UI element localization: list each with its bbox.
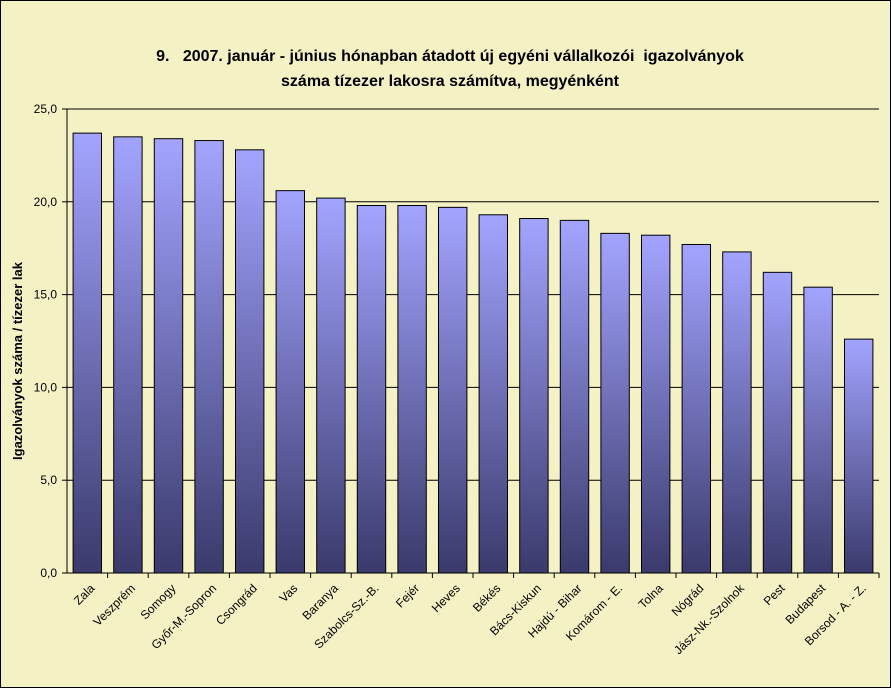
gridlines xyxy=(67,108,879,481)
x-tick-label: Csongrád xyxy=(213,581,260,628)
bar xyxy=(803,286,833,574)
bar xyxy=(519,218,549,574)
x-tick-label: Baranya xyxy=(300,581,342,623)
axes xyxy=(62,108,880,578)
x-tick-label: Fejér xyxy=(393,581,422,610)
y-tick-label: 5,0 xyxy=(40,473,57,487)
x-tick-label: Vas xyxy=(277,581,301,605)
bar xyxy=(275,190,306,574)
bar xyxy=(316,197,346,574)
bar xyxy=(234,149,265,574)
bar xyxy=(722,251,752,574)
x-tick-label: Pest xyxy=(761,581,788,608)
x-tick-label: Békés xyxy=(470,581,503,614)
bar xyxy=(600,232,630,574)
x-tick-label: Zala xyxy=(71,581,98,608)
bar xyxy=(640,234,671,574)
y-tick-label: 15,0 xyxy=(34,288,58,302)
bar xyxy=(437,206,468,574)
x-tick-label: Veszprém xyxy=(90,581,138,629)
y-tick-label: 10,0 xyxy=(34,380,58,394)
bar xyxy=(194,140,224,574)
bar xyxy=(113,136,143,574)
y-tick-label: 25,0 xyxy=(34,102,58,116)
x-tick-label: Somogy xyxy=(138,581,179,622)
bar xyxy=(843,338,874,574)
bar xyxy=(559,219,590,574)
bar xyxy=(356,205,387,574)
chart-title-line-2: száma tízezer lakosra számítva, megyénké… xyxy=(281,73,619,90)
x-tick-label: Tolna xyxy=(636,581,666,611)
bar xyxy=(478,214,509,574)
bar xyxy=(72,132,103,574)
bar xyxy=(153,138,184,574)
bar xyxy=(397,205,427,574)
y-axis-label: Igazolványok száma / tízezer lak xyxy=(10,261,25,460)
chart-title-line-1: 9. 2007. január - június hónapban átadot… xyxy=(156,48,744,65)
y-tick-labels: 0,0 5,0 10,0 15,0 20,0 25,0 xyxy=(34,102,58,580)
bar xyxy=(681,243,712,574)
x-tick-label: Nógrád xyxy=(669,581,707,619)
bar xyxy=(762,271,793,574)
y-tick-label: 20,0 xyxy=(34,195,58,209)
bars xyxy=(72,132,874,574)
chart-title: 9. 2007. január - június hónapban átadot… xyxy=(60,44,840,94)
x-tick-label: Heves xyxy=(429,581,463,615)
y-tick-label: 0,0 xyxy=(40,566,57,580)
x-tick-label: Jász-Nk.-Szolnok xyxy=(671,581,748,658)
